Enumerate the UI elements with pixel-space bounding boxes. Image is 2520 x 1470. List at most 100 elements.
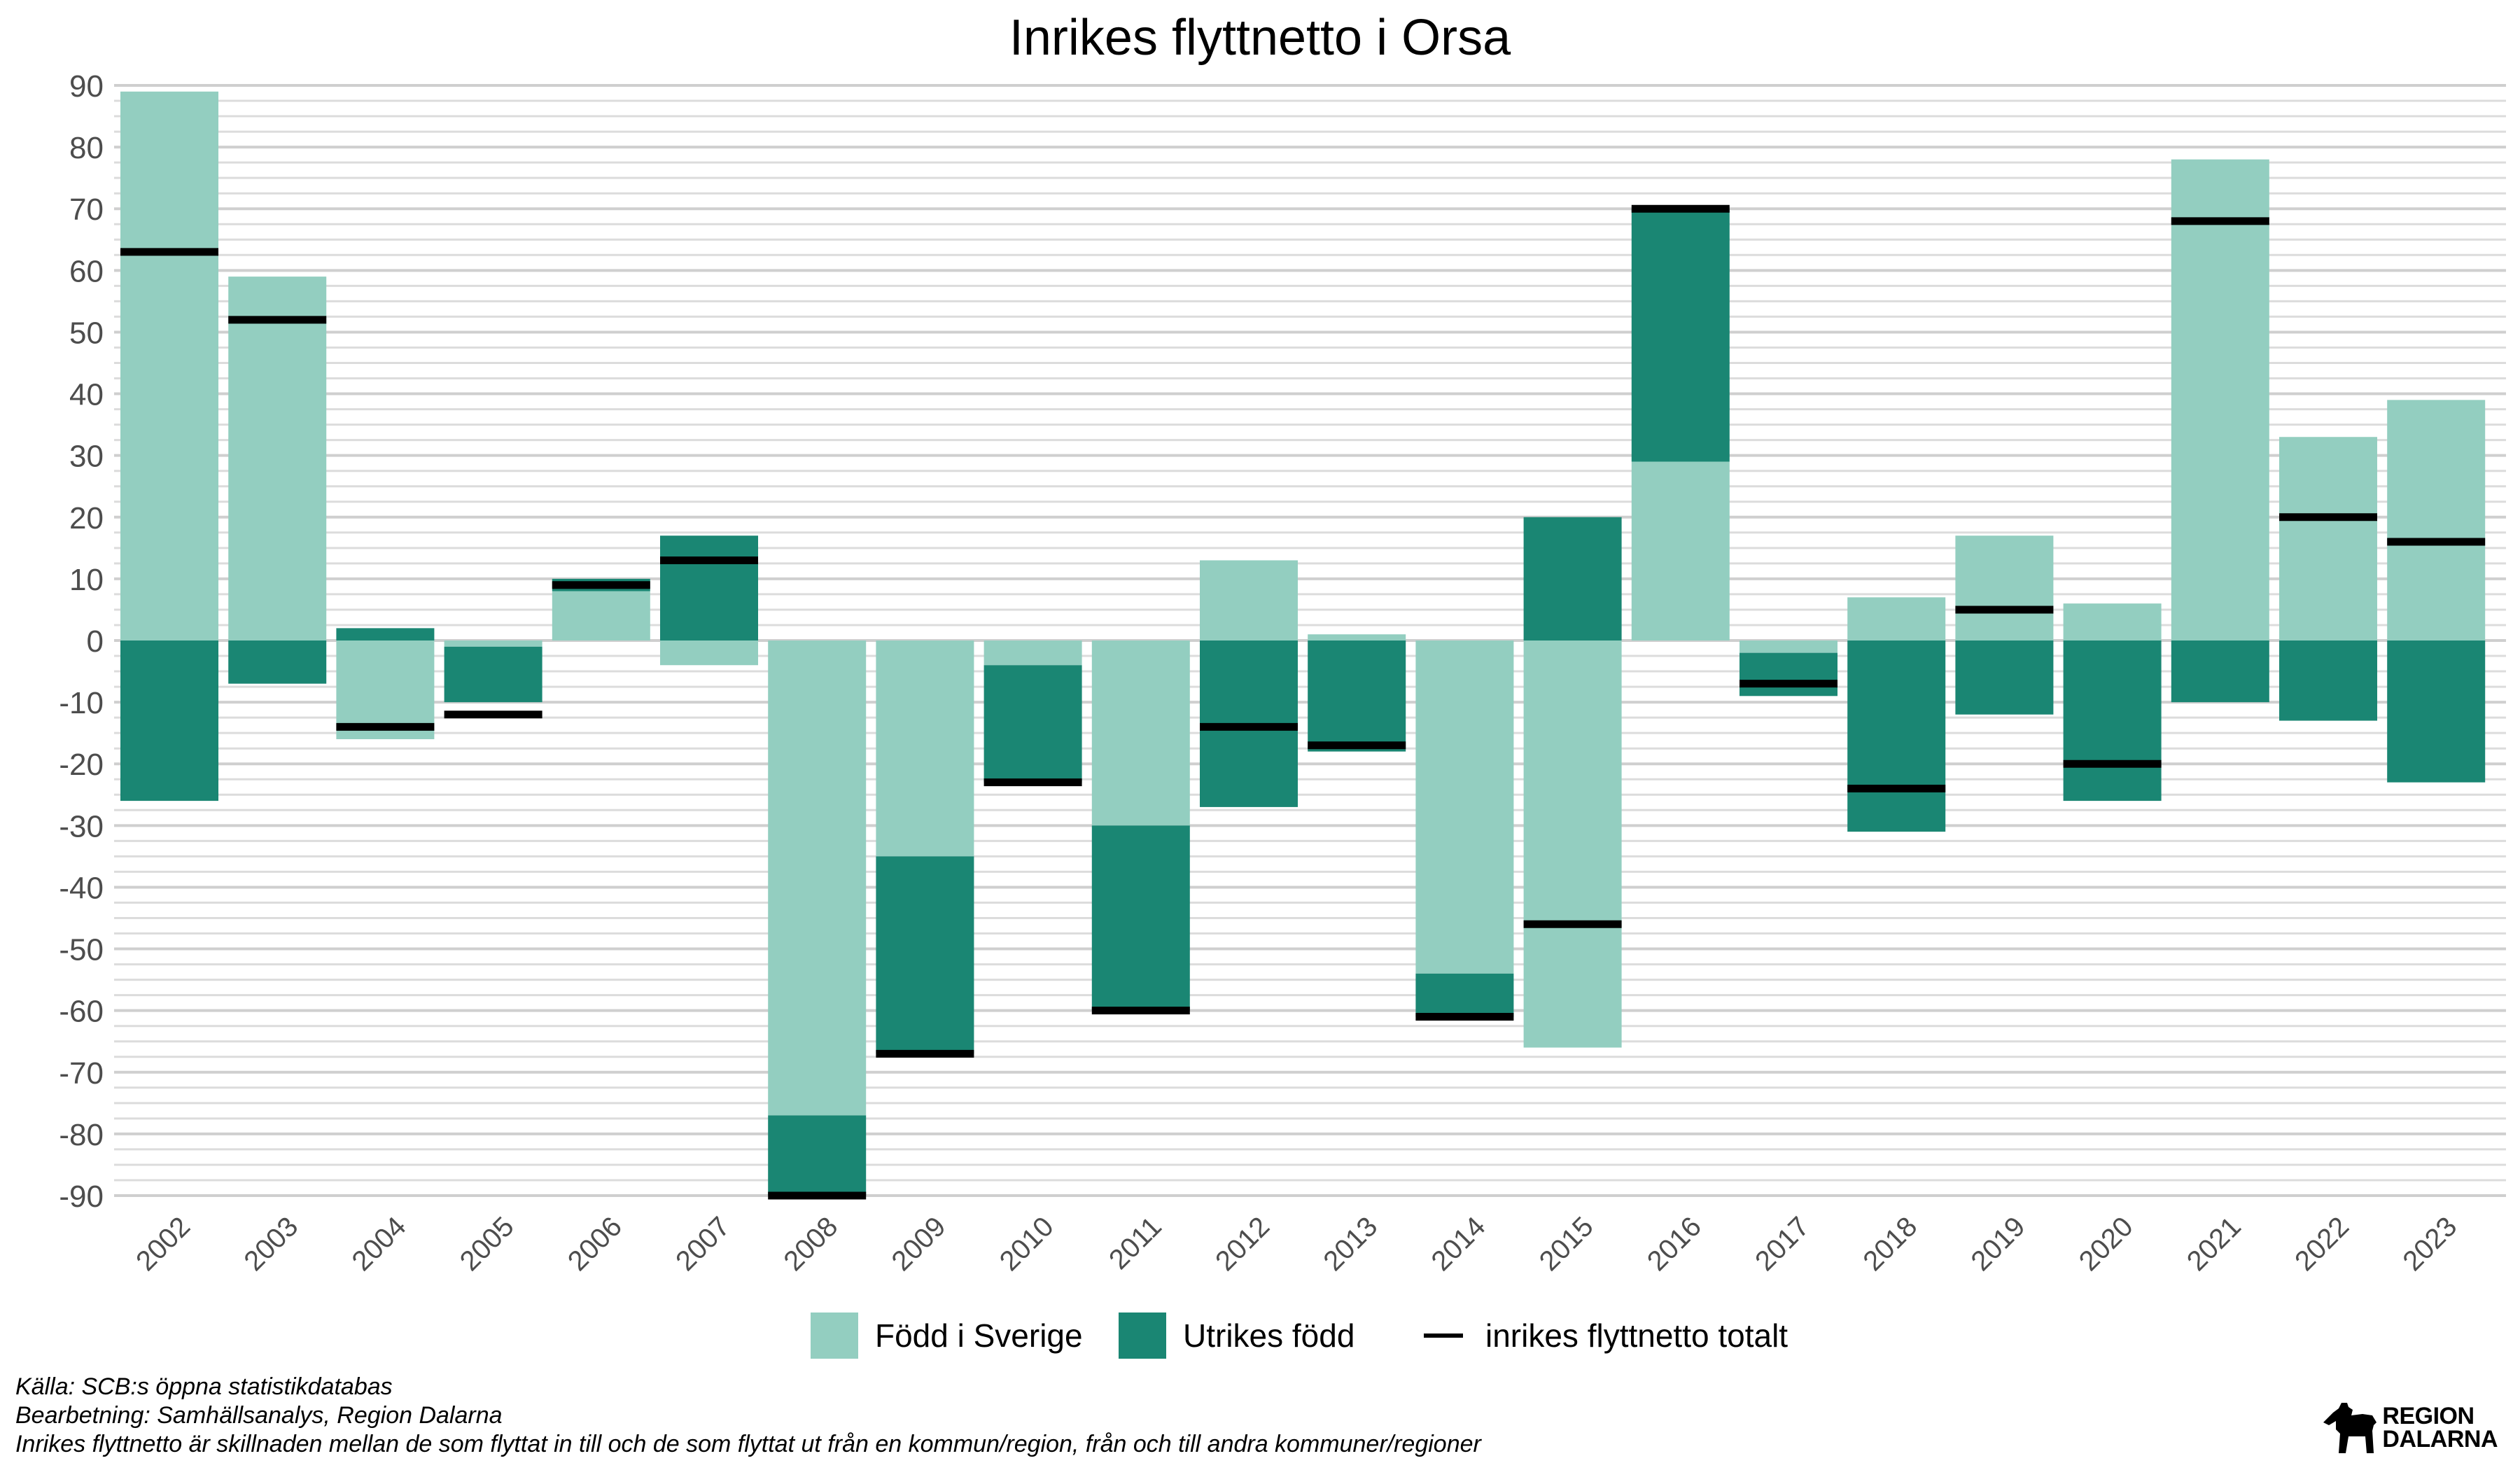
x-tick-label: 2011	[1103, 1211, 1168, 1275]
bar-fodd-i-sverige	[2279, 437, 2377, 640]
bar-utrikes-fodd	[1740, 652, 1837, 696]
bar-utrikes-fodd	[2387, 640, 2486, 783]
bar-utrikes-fodd	[1631, 209, 1730, 462]
bar-fodd-i-sverige	[2063, 603, 2162, 640]
bar-fodd-i-sverige	[1847, 597, 1946, 640]
y-tick-label: 60	[69, 254, 104, 288]
bar-fodd-i-sverige	[1091, 640, 1190, 826]
y-tick-label: 10	[69, 563, 104, 597]
y-tick-label: 90	[69, 69, 104, 104]
bar-fodd-i-sverige	[2387, 400, 2486, 640]
legend-label-total: inrikes flyttnetto totalt	[1485, 1317, 1788, 1354]
bar-fodd-i-sverige	[1955, 536, 2054, 640]
bar-utrikes-fodd	[444, 646, 542, 703]
legend-label-utrikes-fodd: Utrikes född	[1183, 1317, 1354, 1354]
bar-utrikes-fodd	[660, 536, 758, 640]
logo-text: REGION DALARNA	[2382, 1403, 2498, 1452]
y-tick-label: 0	[87, 624, 104, 659]
bar-fodd-i-sverige	[1308, 634, 1406, 640]
bar-utrikes-fodd	[1523, 517, 1622, 640]
x-tick-label: 2006	[562, 1211, 628, 1277]
bar-fodd-i-sverige	[336, 640, 435, 739]
x-tick-label: 2021	[2181, 1211, 2247, 1277]
bar-fodd-i-sverige	[1631, 461, 1730, 640]
y-tick-label: -20	[59, 748, 104, 782]
x-tick-label: 2004	[346, 1211, 412, 1277]
x-tick-label: 2016	[1642, 1211, 1707, 1277]
x-axis: 2002 2003 2004 2005 2006 2007 2008 2009 2010 2011…	[130, 1211, 2463, 1277]
x-tick-label: 2019	[1966, 1211, 2031, 1277]
x-tick-label: 2005	[454, 1211, 520, 1277]
y-tick-label: 20	[69, 501, 104, 536]
x-tick-label: 2002	[130, 1211, 196, 1277]
x-tick-label: 2017	[1749, 1211, 1815, 1277]
bar-utrikes-fodd	[1415, 973, 1514, 1017]
legend: Född i Sverige Utrikes född inrikes flyt…	[811, 1312, 1788, 1359]
bar-utrikes-fodd	[2279, 640, 2377, 721]
bar-fodd-i-sverige	[1523, 640, 1622, 1048]
dala-horse-icon	[2323, 1403, 2377, 1453]
total-markers	[120, 204, 2486, 1200]
bar-fodd-i-sverige	[768, 640, 867, 1116]
x-tick-label: 2023	[2397, 1211, 2463, 1277]
bar-utrikes-fodd	[768, 1115, 867, 1196]
bar-utrikes-fodd	[1847, 640, 1946, 832]
x-tick-label: 2013	[1317, 1211, 1383, 1277]
bar-utrikes-fodd	[1091, 825, 1190, 1011]
bar-utrikes-fodd	[336, 628, 435, 640]
bar-fodd-i-sverige	[444, 640, 542, 647]
y-tick-label: -90	[59, 1180, 104, 1214]
x-tick-label: 2015	[1534, 1211, 1600, 1277]
x-tick-label: 2009	[886, 1211, 952, 1277]
bar-fodd-i-sverige	[660, 640, 758, 666]
legend-swatch-fodd-i-sverige	[811, 1312, 858, 1359]
x-tick-label: 2010	[994, 1211, 1060, 1277]
bar-utrikes-fodd	[1308, 640, 1406, 752]
bar-fodd-i-sverige	[552, 591, 650, 640]
bar-utrikes-fodd	[1955, 640, 2054, 715]
y-axis: -90 -80 -70 -60 -50 -40 -30 -20 -10 0 10 20 30 40 50 60…	[59, 69, 104, 1214]
x-tick-label: 2012	[1210, 1211, 1275, 1277]
y-tick-label: -50	[59, 933, 104, 967]
caption-processing: Bearbetning: Samhällsanalys, Region Dala…	[15, 1402, 503, 1429]
y-tick-label: 50	[69, 316, 104, 350]
bar-utrikes-fodd	[228, 640, 327, 684]
y-tick-label: -40	[59, 871, 104, 905]
legend-label-fodd-i-sverige: Född i Sverige	[875, 1317, 1083, 1354]
y-tick-label: 80	[69, 131, 104, 165]
legend-swatch-utrikes-fodd	[1119, 1312, 1166, 1359]
bar-utrikes-fodd	[2063, 640, 2162, 802]
x-tick-label: 2020	[2073, 1211, 2139, 1277]
chart-title: Inrikes flyttnetto i Orsa	[1009, 10, 1511, 66]
region-dalarna-logo: REGION DALARNA	[2320, 1401, 2498, 1455]
bar-fodd-i-sverige	[228, 276, 327, 641]
bar-fodd-i-sverige	[120, 91, 218, 641]
y-tick-label: 70	[69, 192, 104, 227]
bar-utrikes-fodd	[983, 665, 1082, 783]
bar-fodd-i-sverige	[983, 640, 1082, 666]
y-tick-label: -60	[59, 995, 104, 1029]
y-tick-label: -30	[59, 809, 104, 844]
bar-fodd-i-sverige	[1740, 640, 1837, 653]
y-tick-label: 40	[69, 378, 104, 412]
x-tick-label: 2022	[2289, 1211, 2355, 1277]
bar-utrikes-fodd	[876, 856, 974, 1054]
bars	[120, 91, 2486, 1196]
x-tick-label: 2007	[670, 1211, 736, 1277]
caption-source: Källa: SCB:s öppna statistikdatabas	[15, 1373, 393, 1400]
y-tick-label: -70	[59, 1056, 104, 1091]
x-tick-label: 2008	[778, 1211, 844, 1277]
bar-fodd-i-sverige	[2171, 159, 2269, 640]
bar-utrikes-fodd	[2171, 640, 2269, 703]
y-tick-label: -80	[59, 1118, 104, 1152]
logo-line1: REGION	[2382, 1403, 2474, 1429]
caption-definition: Inrikes flyttnetto är skillnaden mellan …	[15, 1431, 1481, 1457]
bar-fodd-i-sverige	[1415, 640, 1514, 974]
bar-fodd-i-sverige	[876, 640, 974, 857]
logo-line2: DALARNA	[2382, 1426, 2498, 1452]
bar-utrikes-fodd	[120, 640, 218, 802]
bar-fodd-i-sverige	[1200, 560, 1298, 640]
y-tick-label: 30	[69, 440, 104, 474]
x-tick-label: 2014	[1426, 1211, 1492, 1277]
